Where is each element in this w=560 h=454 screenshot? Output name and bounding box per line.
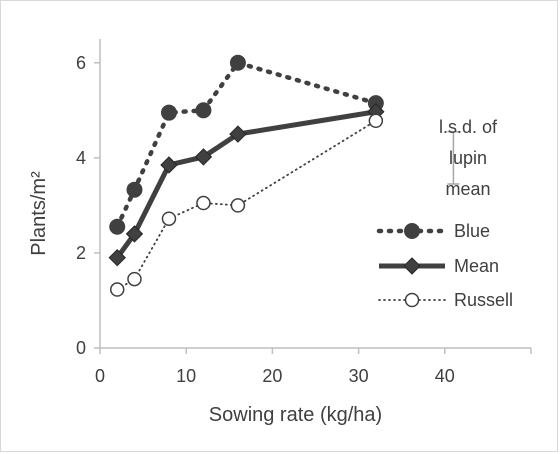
legend-swatch-marker bbox=[404, 223, 420, 239]
series-blue bbox=[109, 54, 384, 235]
data-point-blue bbox=[195, 102, 212, 119]
data-point-mean bbox=[229, 125, 247, 143]
lsd-label-line-1: l.s.d. of bbox=[439, 117, 498, 137]
legend-label: Mean bbox=[454, 256, 499, 276]
legend-entry-mean: Mean bbox=[379, 256, 499, 276]
data-point-russell bbox=[368, 113, 384, 129]
x-tick-label: 10 bbox=[176, 366, 196, 386]
y-tick-label: 0 bbox=[76, 338, 86, 358]
legend-label: Blue bbox=[454, 221, 490, 241]
data-point-blue bbox=[160, 104, 177, 121]
data-point-mean bbox=[125, 225, 144, 243]
data-point-mean bbox=[108, 248, 126, 267]
legend-entry-blue: Blue bbox=[376, 221, 490, 241]
series-russell bbox=[109, 113, 384, 297]
data-point-blue bbox=[126, 181, 143, 198]
series-mean bbox=[108, 103, 385, 267]
data-point-russell bbox=[109, 282, 125, 297]
y-axis-title: Plants/m² bbox=[28, 171, 50, 256]
legend-entry-russell: Russell bbox=[378, 290, 513, 310]
data-point-blue bbox=[109, 218, 126, 235]
legend-label: Russell bbox=[454, 290, 513, 310]
lsd-annotation: l.s.d. of lupin mean bbox=[439, 117, 498, 199]
series-layer bbox=[108, 54, 385, 297]
y-tick-label: 6 bbox=[76, 53, 86, 73]
data-point-blue bbox=[229, 54, 246, 71]
x-tick-label: 0 bbox=[95, 366, 105, 386]
data-point-mean bbox=[160, 156, 178, 174]
x-tick-label: 30 bbox=[349, 366, 369, 386]
y-tick-label: 2 bbox=[76, 243, 86, 263]
data-point-mean bbox=[194, 148, 213, 166]
series-line-blue bbox=[114, 60, 379, 230]
x-tick-label: 40 bbox=[435, 366, 455, 386]
chart-axes bbox=[99, 39, 531, 349]
x-tick-labels: 0 10 20 30 40 bbox=[95, 348, 532, 386]
lsd-label-line-3: mean bbox=[445, 179, 490, 199]
data-point-russell bbox=[230, 198, 246, 213]
data-point-russell bbox=[161, 211, 177, 226]
lsd-label-line-2: lupin bbox=[449, 148, 487, 168]
chart-legend: Blue Mean Russell bbox=[376, 221, 513, 310]
y-tick-labels: 0 2 4 6 bbox=[76, 53, 100, 358]
x-axis-title: Sowing rate (kg/ha) bbox=[209, 404, 382, 426]
series-line-mean bbox=[115, 109, 377, 260]
y-tick-label: 4 bbox=[76, 148, 86, 168]
legend-swatch-marker bbox=[404, 292, 420, 308]
data-point-russell bbox=[196, 195, 211, 211]
x-tick-label: 20 bbox=[262, 366, 282, 386]
data-point-russell bbox=[127, 271, 142, 287]
legend-swatch-marker bbox=[403, 257, 421, 275]
